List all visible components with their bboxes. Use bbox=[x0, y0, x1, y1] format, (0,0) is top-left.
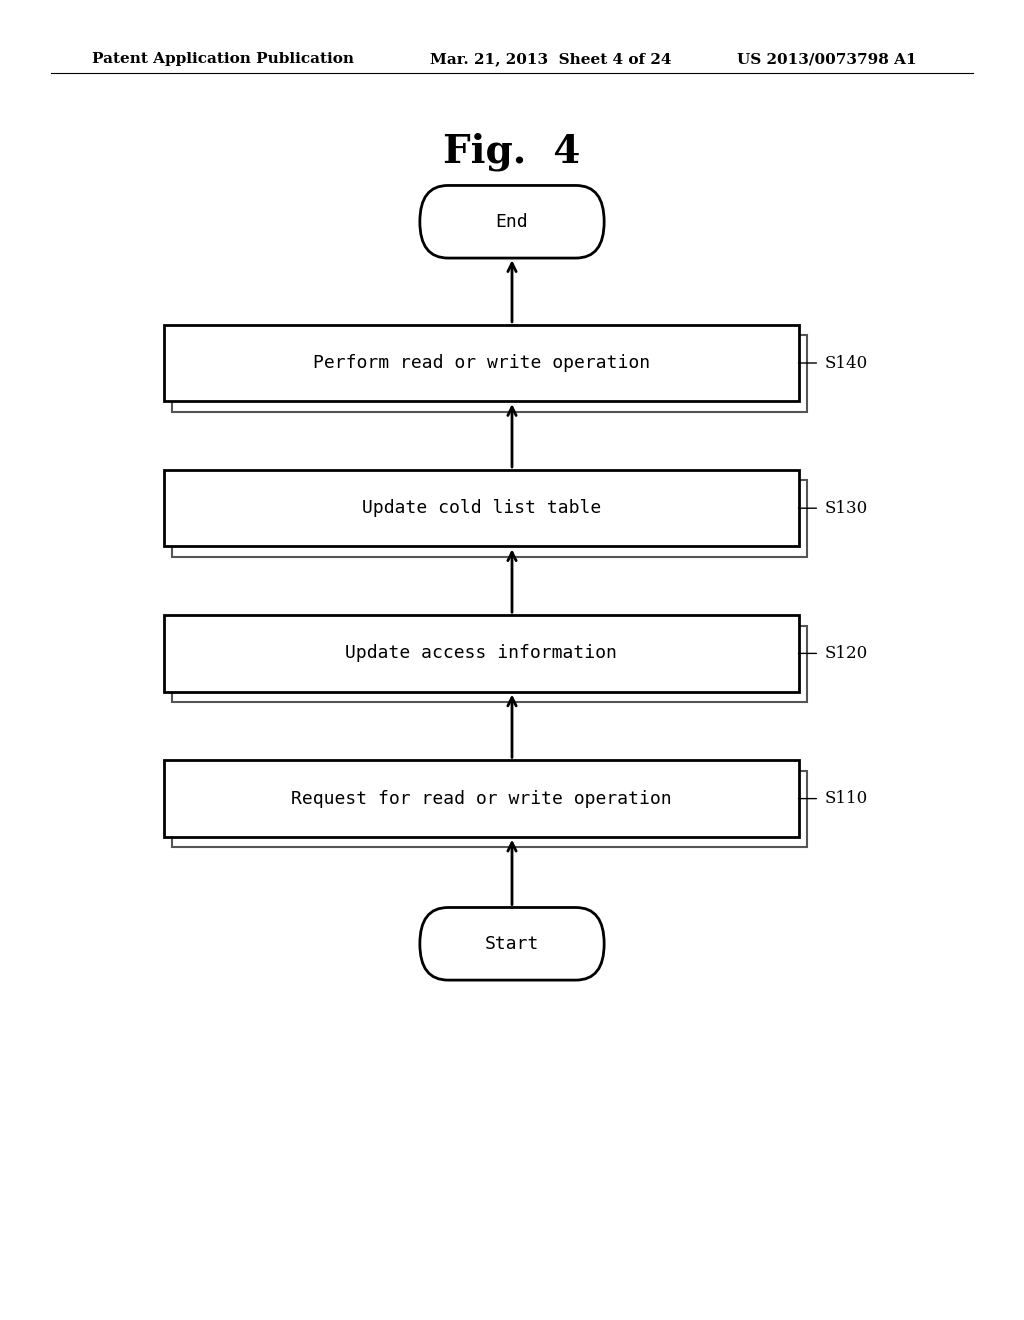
Text: S110: S110 bbox=[824, 791, 867, 807]
Text: S130: S130 bbox=[824, 500, 867, 516]
Text: Perform read or write operation: Perform read or write operation bbox=[312, 354, 650, 372]
Text: S120: S120 bbox=[824, 645, 867, 661]
Text: Fig.  4: Fig. 4 bbox=[443, 132, 581, 172]
Text: Start: Start bbox=[484, 935, 540, 953]
FancyBboxPatch shape bbox=[164, 760, 799, 837]
Text: Patent Application Publication: Patent Application Publication bbox=[92, 53, 354, 66]
FancyBboxPatch shape bbox=[420, 908, 604, 979]
FancyBboxPatch shape bbox=[164, 470, 799, 546]
Text: US 2013/0073798 A1: US 2013/0073798 A1 bbox=[737, 53, 916, 66]
Text: End: End bbox=[496, 213, 528, 231]
FancyBboxPatch shape bbox=[164, 325, 799, 401]
Text: Request for read or write operation: Request for read or write operation bbox=[291, 789, 672, 808]
Text: S140: S140 bbox=[824, 355, 867, 371]
FancyBboxPatch shape bbox=[164, 615, 799, 692]
Text: Update cold list table: Update cold list table bbox=[361, 499, 601, 517]
Text: Mar. 21, 2013  Sheet 4 of 24: Mar. 21, 2013 Sheet 4 of 24 bbox=[430, 53, 672, 66]
FancyBboxPatch shape bbox=[420, 186, 604, 259]
Text: Update access information: Update access information bbox=[345, 644, 617, 663]
